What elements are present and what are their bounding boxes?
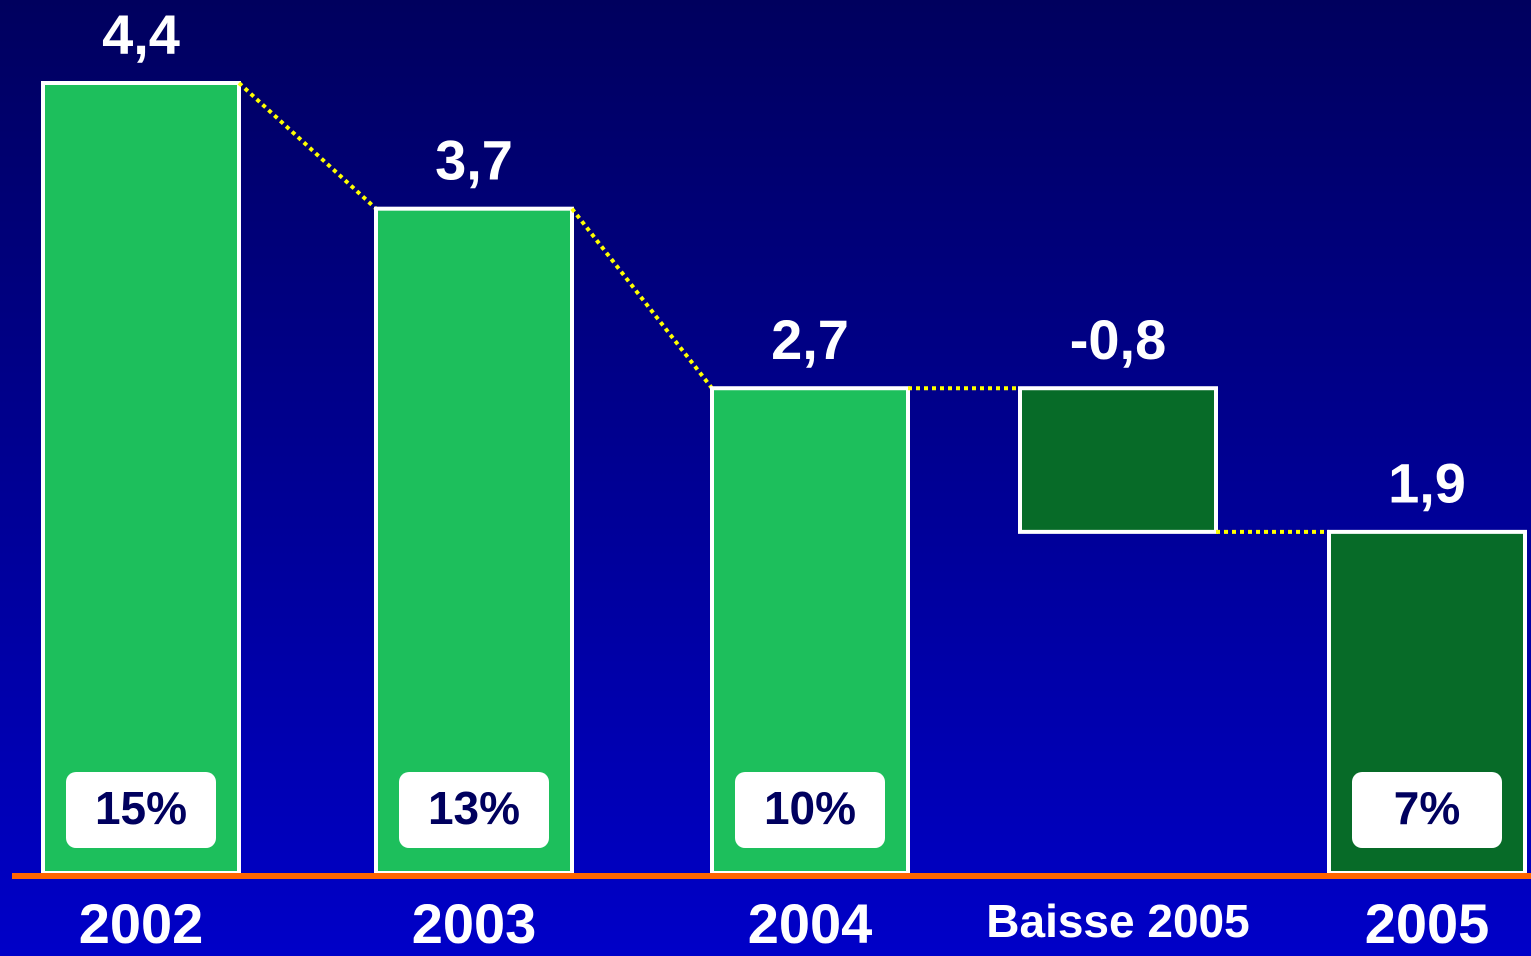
percentage-badge	[399, 772, 549, 848]
percentage-badge	[1352, 772, 1502, 848]
x-tick-label: Baisse 2005	[986, 895, 1249, 947]
value-label: 4,4	[102, 3, 180, 66]
percentage-badge	[735, 772, 885, 848]
percentage-label: 7%	[1394, 782, 1460, 834]
percentage-label: 15%	[95, 782, 187, 834]
bar	[374, 206, 574, 875]
x-tick-label: 2002	[79, 892, 204, 955]
connector	[237, 81, 378, 211]
bar	[41, 81, 241, 875]
x-tick-label: 2004	[748, 892, 873, 955]
percentage-label: 13%	[428, 782, 520, 834]
value-label: 1,9	[1388, 452, 1466, 515]
percentage-label: 10%	[764, 782, 856, 834]
percentage-badge	[66, 772, 216, 848]
value-label: -0,8	[1070, 308, 1167, 371]
bar	[1018, 386, 1218, 534]
connector	[570, 207, 714, 390]
x-tick-label: 2005	[1365, 892, 1490, 955]
value-label: 3,7	[435, 128, 513, 191]
value-label: 2,7	[771, 308, 849, 371]
x-tick-label: 2003	[412, 892, 537, 955]
